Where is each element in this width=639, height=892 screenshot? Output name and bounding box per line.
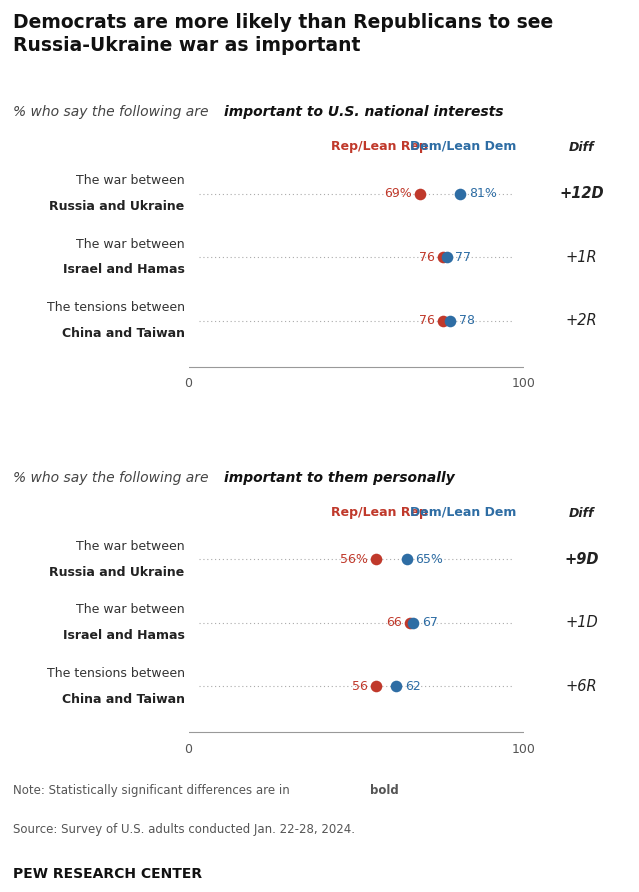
Text: 76: 76 <box>419 251 435 264</box>
Point <box>455 186 465 201</box>
Text: The war between: The war between <box>76 238 185 251</box>
Text: +12D: +12D <box>559 186 604 201</box>
Text: 62: 62 <box>405 680 420 693</box>
Text: bold: bold <box>370 784 399 797</box>
Text: China and Taiwan: China and Taiwan <box>62 327 185 340</box>
Text: The war between: The war between <box>76 540 185 553</box>
Text: China and Taiwan: China and Taiwan <box>62 693 185 706</box>
Text: The war between: The war between <box>76 604 185 616</box>
Text: Note: Statistically significant differences are in: Note: Statistically significant differen… <box>13 784 293 797</box>
Text: 56%: 56% <box>340 553 368 566</box>
Text: 65%: 65% <box>415 553 443 566</box>
Text: The war between: The war between <box>76 174 185 187</box>
Text: Rep/Lean Rep: Rep/Lean Rep <box>331 506 428 518</box>
Point <box>445 313 455 327</box>
Text: 78: 78 <box>459 314 475 327</box>
Text: The tensions between: The tensions between <box>47 301 185 314</box>
Text: 0: 0 <box>185 742 192 756</box>
Text: 0: 0 <box>185 376 192 390</box>
Text: 100: 100 <box>512 742 536 756</box>
Text: Israel and Hamas: Israel and Hamas <box>63 629 185 642</box>
Point <box>438 313 449 327</box>
Text: Russia and Ukraine: Russia and Ukraine <box>49 566 185 579</box>
Text: Russia and Ukraine: Russia and Ukraine <box>49 200 185 213</box>
Text: Dem/Lean Dem: Dem/Lean Dem <box>410 506 517 518</box>
Text: +1D: +1D <box>565 615 598 631</box>
Text: 69%: 69% <box>384 187 412 200</box>
Point <box>371 552 381 566</box>
Point <box>371 679 381 693</box>
Text: The tensions between: The tensions between <box>47 667 185 680</box>
Text: Dem/Lean Dem: Dem/Lean Dem <box>410 140 517 153</box>
Text: 67: 67 <box>422 616 438 630</box>
Point <box>442 250 452 264</box>
Point <box>438 250 449 264</box>
Text: PEW RESEARCH CENTER: PEW RESEARCH CENTER <box>13 867 202 881</box>
Text: 66: 66 <box>386 616 401 630</box>
Text: 77: 77 <box>455 251 471 264</box>
Text: 81%: 81% <box>468 187 497 200</box>
Text: .: . <box>391 784 395 797</box>
Text: 100: 100 <box>512 376 536 390</box>
Text: important to U.S. national interests: important to U.S. national interests <box>224 105 504 120</box>
Text: % who say the following are: % who say the following are <box>13 471 213 485</box>
Text: Democrats are more likely than Republicans to see
Russia-Ukraine war as importan: Democrats are more likely than Republica… <box>13 13 553 55</box>
Point <box>391 679 401 693</box>
Text: 76: 76 <box>419 314 435 327</box>
Text: +2R: +2R <box>566 313 597 328</box>
Point <box>405 615 415 630</box>
Point <box>408 615 419 630</box>
Text: Israel and Hamas: Israel and Hamas <box>63 263 185 277</box>
Text: Source: Survey of U.S. adults conducted Jan. 22-28, 2024.: Source: Survey of U.S. adults conducted … <box>13 823 355 837</box>
Text: Rep/Lean Rep: Rep/Lean Rep <box>331 140 428 153</box>
Text: +9D: +9D <box>564 552 599 566</box>
Text: 56: 56 <box>352 680 368 693</box>
Text: Diff: Diff <box>569 141 594 154</box>
Point <box>415 186 425 201</box>
Point <box>401 552 412 566</box>
Text: important to them personally: important to them personally <box>224 471 455 485</box>
Text: Diff: Diff <box>569 507 594 520</box>
Text: % who say the following are: % who say the following are <box>13 105 213 120</box>
Text: +1R: +1R <box>566 250 597 265</box>
Text: +6R: +6R <box>566 679 597 694</box>
